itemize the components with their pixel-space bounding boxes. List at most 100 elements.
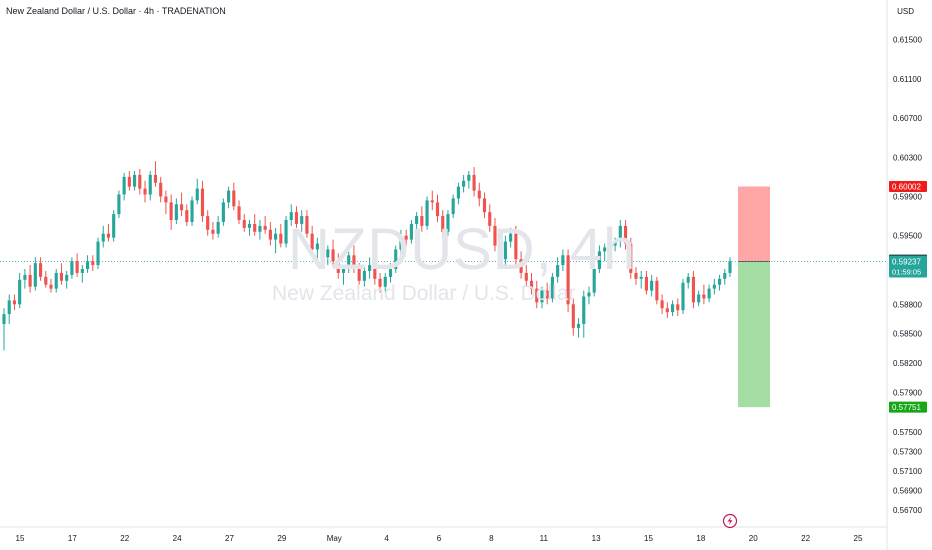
candle-down: [242, 220, 246, 228]
candle-down: [253, 223, 257, 232]
stop-loss-zone[interactable]: [738, 186, 770, 262]
candle-down: [571, 304, 575, 328]
position-tool[interactable]: [0, 186, 887, 408]
candle-up: [582, 296, 586, 324]
price-tick-label: 0.58200: [893, 359, 922, 368]
candle-down: [164, 196, 168, 203]
candle-up: [174, 204, 178, 220]
candle-up: [315, 243, 319, 250]
candle-down: [441, 216, 445, 232]
candle-down: [519, 259, 523, 273]
candle-down: [493, 225, 497, 246]
price-tick-label: 0.57300: [893, 447, 922, 456]
candle-down: [185, 210, 189, 222]
candle-down: [331, 249, 335, 262]
candle-up: [561, 255, 565, 266]
candle-down: [702, 294, 706, 299]
candle-up: [347, 255, 351, 270]
candle-up: [592, 269, 596, 293]
candle-up: [383, 276, 387, 287]
candle-up: [117, 194, 121, 215]
candle-up: [54, 272, 58, 289]
candle-down: [263, 225, 267, 230]
lightning-icon[interactable]: [722, 513, 738, 529]
candle-up: [284, 220, 288, 244]
candle-up: [576, 323, 581, 328]
candle-up: [23, 274, 27, 280]
countdown-label: 01:59:05: [892, 267, 921, 276]
candle-down: [566, 255, 570, 305]
candle-up: [540, 290, 544, 303]
target-price-badge: 0.57751: [892, 403, 921, 412]
candle-down: [279, 233, 283, 244]
candle-down: [91, 261, 95, 266]
time-tick-label: 6: [437, 534, 442, 543]
candle-up: [712, 284, 716, 289]
candle-up: [556, 265, 560, 277]
candle-up: [96, 241, 100, 266]
candle-down: [404, 235, 408, 240]
candle-down: [294, 212, 299, 224]
candle-down: [232, 190, 236, 207]
price-tick-label: 0.57500: [893, 428, 922, 437]
candle-down: [529, 280, 534, 289]
price-tick-label: 0.61500: [893, 36, 922, 45]
candle-up: [368, 265, 372, 271]
stop-price-badge: 0.60002: [892, 182, 921, 191]
candle-up: [18, 279, 22, 305]
time-tick-label: 22: [120, 534, 129, 543]
candle-up: [550, 276, 554, 299]
price-axis[interactable]: 0.61500 0.61100 0.60700 0.60300 0.59900 0.595…: [893, 36, 922, 516]
price-tick-label: 0.58500: [893, 330, 922, 339]
time-tick-label: May: [327, 534, 342, 543]
candle-down: [488, 212, 492, 226]
candle-down: [357, 267, 361, 281]
candle-up: [300, 216, 304, 224]
candle-up: [216, 221, 220, 234]
candle-up: [341, 269, 346, 273]
candle-up: [362, 270, 366, 281]
candle-down: [535, 288, 539, 303]
candle-up: [112, 214, 116, 238]
candle-up: [195, 188, 199, 201]
take-profit-zone[interactable]: [738, 261, 770, 408]
candle-up: [717, 278, 722, 285]
candles: [2, 161, 732, 351]
candle-up: [686, 276, 690, 283]
candle-down: [629, 243, 633, 273]
candle-down: [691, 276, 696, 303]
candle-up: [587, 292, 591, 297]
candle-down: [373, 265, 377, 279]
chart-title: New Zealand Dollar / U.S. Dollar · 4h · …: [6, 6, 226, 16]
candle-down: [59, 272, 64, 281]
price-tick-label: 0.60700: [893, 114, 922, 123]
candle-up: [247, 223, 252, 228]
candle-up: [326, 249, 330, 258]
candle-up: [456, 186, 460, 199]
candle-up: [274, 233, 278, 240]
candle-up: [258, 225, 262, 232]
candle-down: [336, 261, 340, 273]
price-tick-label: 0.57100: [893, 467, 922, 476]
candle-down: [477, 190, 481, 199]
candle-down: [12, 300, 17, 305]
candle-down: [49, 284, 53, 289]
candle-up: [462, 180, 466, 187]
candle-up: [399, 235, 403, 250]
time-tick-label: 8: [489, 534, 494, 543]
candle-down: [545, 290, 549, 299]
candle-up: [603, 247, 607, 252]
time-axis[interactable]: 15 17 22 24 27 29 May 4 6 8 11 13 15 18 20 22 25: [16, 534, 863, 543]
candle-up: [509, 233, 513, 242]
time-tick-label: 11: [540, 534, 549, 543]
current-price-badge-bg: [889, 255, 927, 278]
candle-down: [430, 200, 434, 203]
candle-down: [169, 202, 173, 220]
candle-down: [435, 202, 440, 217]
candle-down: [482, 198, 487, 213]
currency-label[interactable]: USD: [897, 7, 914, 16]
candle-up: [613, 241, 617, 246]
